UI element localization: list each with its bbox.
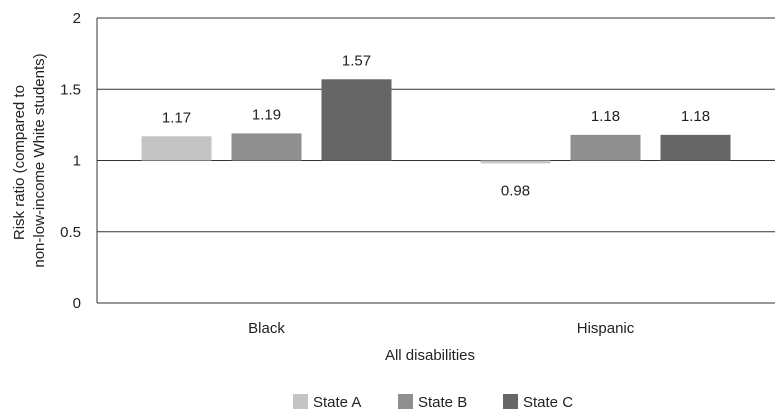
category-label: Hispanic (577, 320, 635, 337)
data-label: 0.98 (501, 182, 530, 199)
y-axis-title-line-1: Risk ratio (compared to (11, 85, 28, 240)
y-axis-title-line-2: non-low-income White students) (31, 53, 48, 267)
data-label: 1.57 (342, 52, 371, 69)
legend-swatch (503, 394, 518, 409)
y-tick-label: 2 (73, 10, 81, 27)
bar (480, 160, 551, 164)
bar (231, 133, 302, 161)
y-tick-labels: 0 0.5 1 1.5 2 (60, 10, 81, 312)
category-labels: Black Hispanic (248, 320, 635, 337)
bar (570, 134, 641, 161)
legend: State A State B State C (293, 394, 573, 410)
category-label: Black (248, 320, 285, 337)
y-axis-title: Risk ratio (compared to non-low-income W… (11, 53, 48, 267)
bars (141, 79, 731, 164)
y-tick-label: 0.5 (60, 224, 81, 241)
legend-label: State A (313, 394, 361, 410)
data-label: 1.17 (162, 109, 191, 126)
data-label: 1.19 (252, 106, 281, 123)
legend-label: State C (523, 394, 573, 410)
legend-label: State B (418, 394, 467, 410)
bar (141, 136, 212, 161)
y-tick-label: 1 (73, 153, 81, 170)
legend-swatch (293, 394, 308, 409)
data-label: 1.18 (681, 108, 710, 125)
bar (321, 79, 392, 161)
y-tick-label: 1.5 (60, 81, 81, 98)
x-axis-title: All disabilities (385, 347, 475, 364)
bar (660, 134, 731, 161)
data-label: 1.18 (591, 108, 620, 125)
y-tick-label: 0 (73, 295, 81, 312)
legend-swatch (398, 394, 413, 409)
data-labels: 1.17 1.19 1.57 0.98 1.18 1.18 (162, 52, 710, 199)
